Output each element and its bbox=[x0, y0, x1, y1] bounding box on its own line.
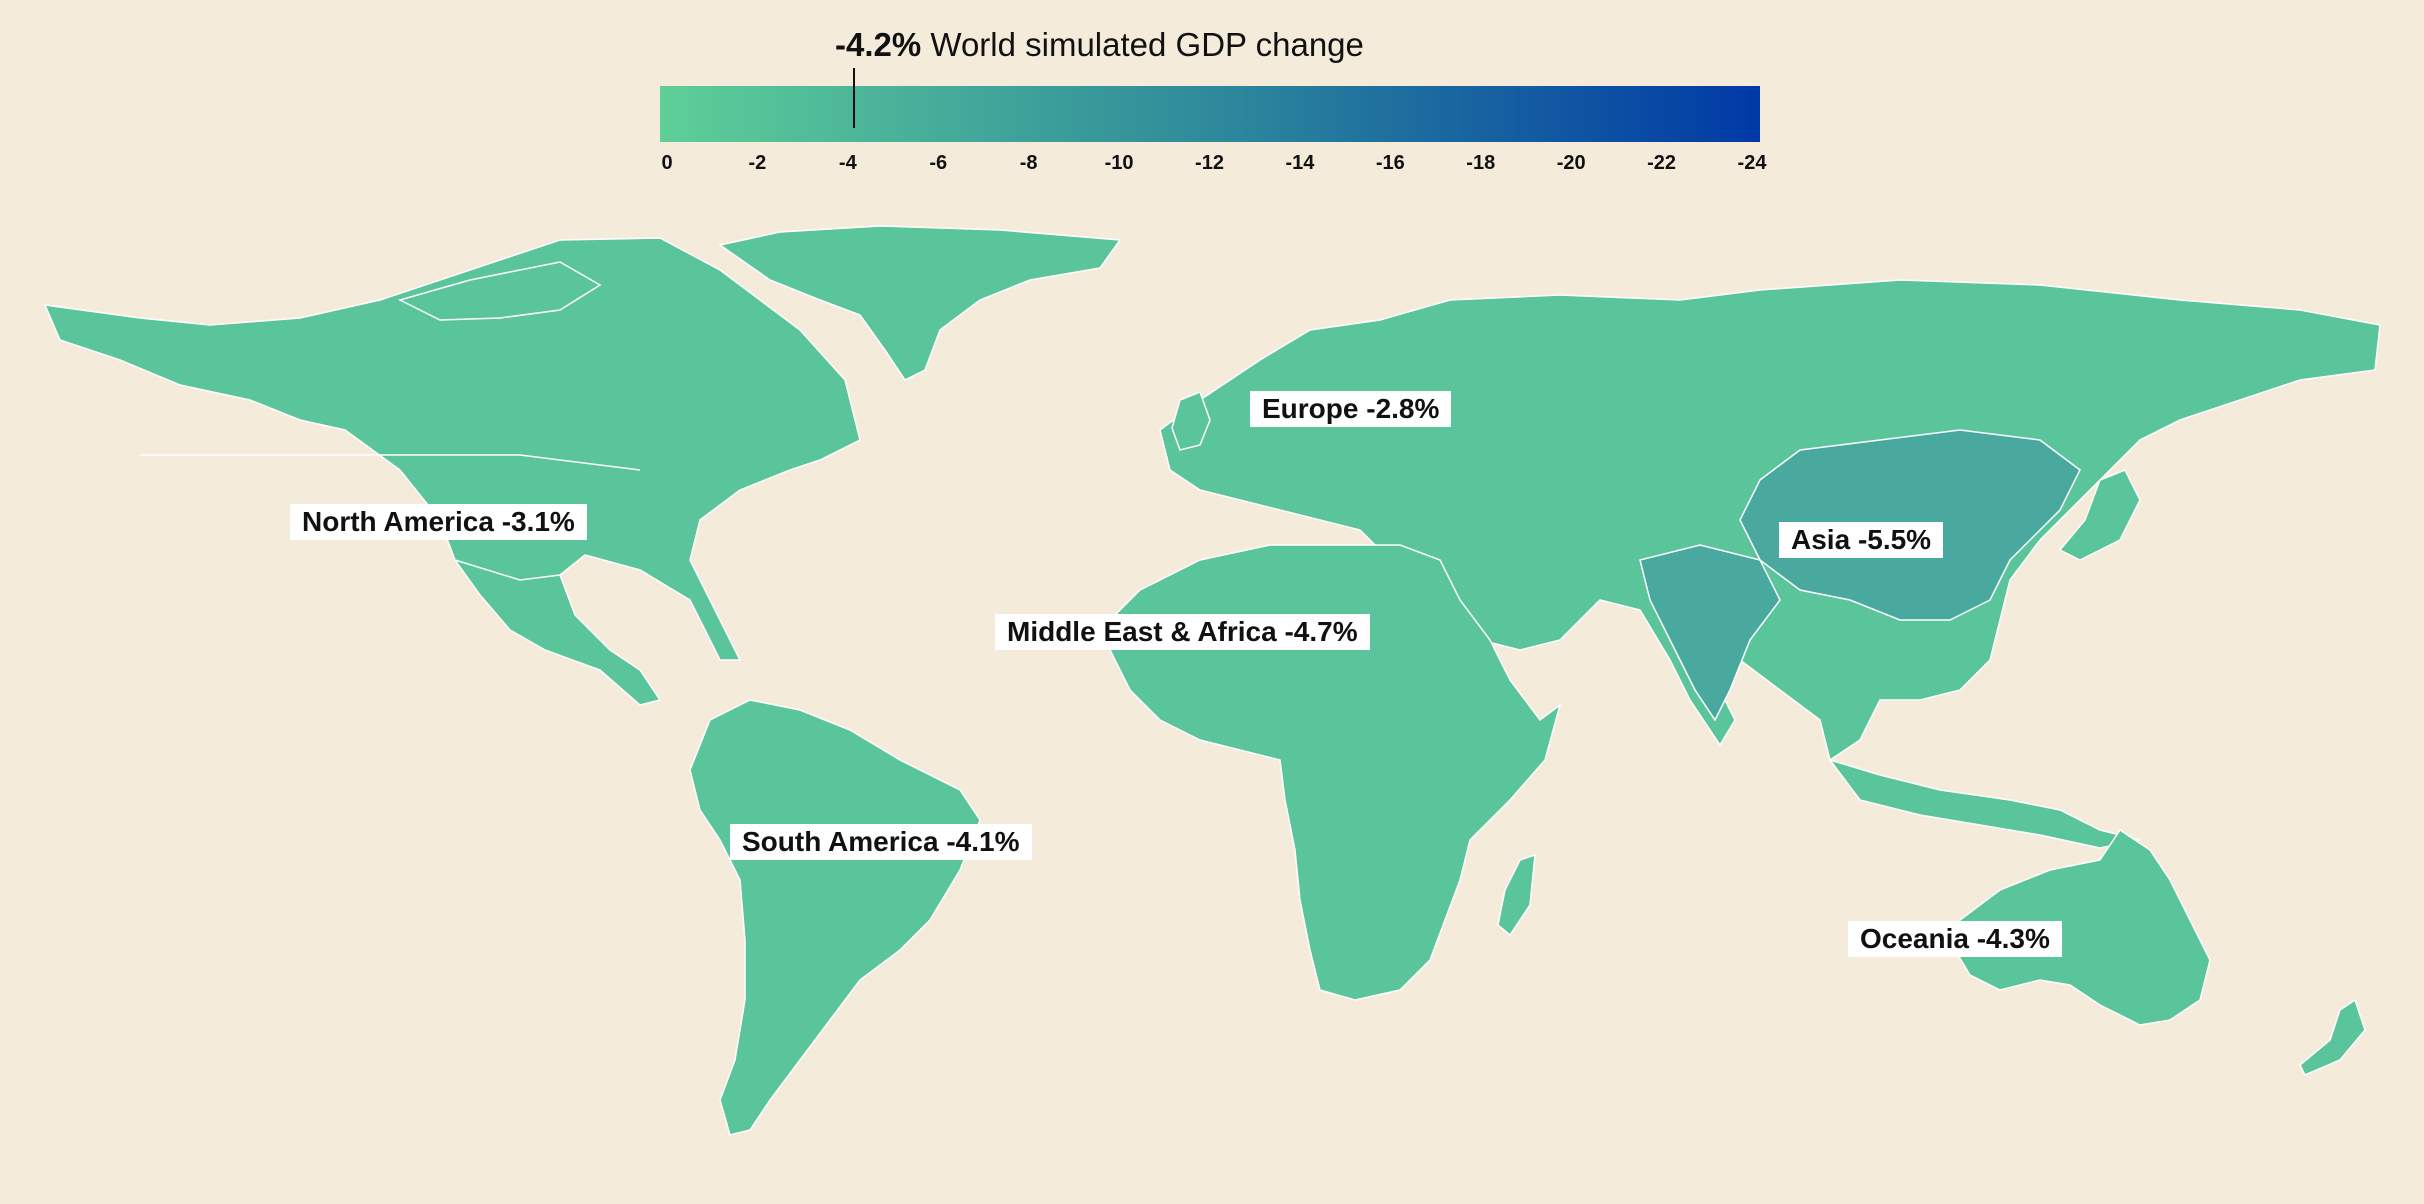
region-name: South America bbox=[742, 826, 939, 857]
japan-shape bbox=[2058, 469, 2141, 561]
indonesia-shape bbox=[1828, 758, 2141, 849]
region-name: Europe bbox=[1262, 393, 1359, 424]
scale-tick: -16 bbox=[1375, 152, 1405, 174]
region-value: -2.8% bbox=[1366, 393, 1440, 424]
scale-tick: -20 bbox=[1556, 152, 1586, 174]
region-value: -3.1% bbox=[501, 506, 575, 537]
region-name: Asia bbox=[1791, 524, 1851, 555]
scale-tick: -10 bbox=[1104, 152, 1134, 174]
region-value: -4.3% bbox=[1976, 923, 2050, 954]
africa-shape bbox=[1109, 544, 1562, 1001]
region-name: Middle East & Africa bbox=[1007, 616, 1277, 647]
mexico-border bbox=[454, 559, 561, 581]
australia-shape bbox=[1954, 828, 2211, 1026]
scale-tick: -2 bbox=[748, 152, 767, 174]
region-value: -4.1% bbox=[946, 826, 1020, 857]
region-value: -4.7% bbox=[1284, 616, 1358, 647]
label-north-america: North America -3.1% bbox=[290, 504, 587, 540]
scale-tick: -22 bbox=[1647, 152, 1677, 174]
arctic-islands-shape bbox=[397, 261, 602, 321]
scale-tick: -24 bbox=[1737, 152, 1767, 174]
label-south-america: South America -4.1% bbox=[730, 824, 1032, 860]
madagascar-shape bbox=[1497, 853, 1536, 937]
south-america-shape bbox=[689, 699, 981, 1136]
scale-tick: -12 bbox=[1195, 152, 1224, 174]
label-europe: Europe -2.8% bbox=[1250, 391, 1452, 427]
uk-shape bbox=[1171, 391, 1211, 451]
region-value: -5.5% bbox=[1857, 524, 1932, 555]
scale-tick: -8 bbox=[1019, 152, 1038, 174]
south-asia-shape bbox=[1639, 544, 1781, 722]
world-value-marker bbox=[852, 68, 855, 128]
region-name: Oceania bbox=[1860, 923, 1969, 954]
color-scale-bar bbox=[660, 86, 1760, 142]
label-oceania: Oceania -4.3% bbox=[1848, 921, 2062, 957]
scale-tick: -6 bbox=[929, 152, 948, 174]
scale-tick: 0 bbox=[661, 152, 673, 174]
world-gdp-value: -4.2% bbox=[835, 26, 922, 63]
label-asia: Asia -5.5% bbox=[1779, 522, 1944, 558]
new-zealand-shape bbox=[2299, 998, 2366, 1076]
scale-tick: -4 bbox=[838, 152, 857, 174]
north-america-shape bbox=[43, 237, 861, 706]
label-middle-east-africa: Middle East & Africa -4.7% bbox=[995, 614, 1370, 650]
greenland-shape bbox=[718, 225, 1122, 381]
scale-tick: -14 bbox=[1285, 152, 1315, 174]
legend-title: -4.2% World simulated GDP change bbox=[835, 26, 1364, 64]
region-name: North America bbox=[302, 506, 494, 537]
world-gdp-label: World simulated GDP change bbox=[930, 26, 1364, 63]
scale-tick: -18 bbox=[1466, 152, 1496, 174]
canada-us-border bbox=[140, 454, 641, 471]
